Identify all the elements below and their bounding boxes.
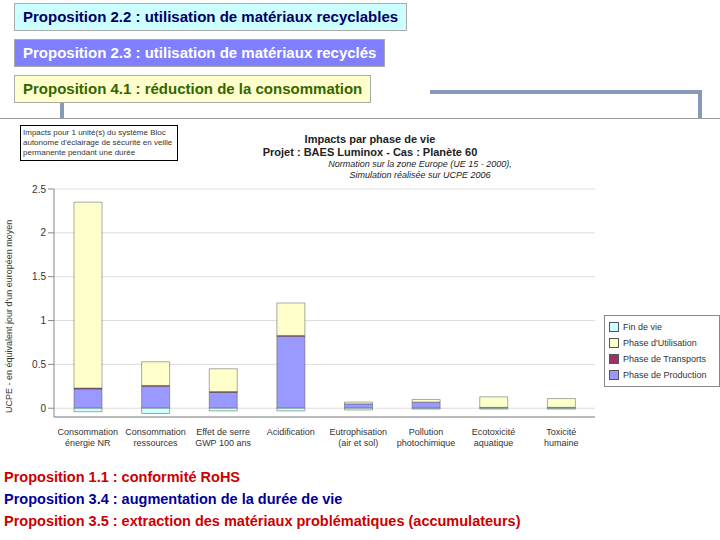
svg-text:1.5: 1.5 <box>32 271 46 282</box>
html-text:Proposition 3.4 : augmentation: Proposition 3.4 : augmentation de la dur… <box>4 491 343 507</box>
svg-text:1: 1 <box>40 315 46 326</box>
html-text:Proposition 2.3 : utilisation: Proposition 2.3 : utilisation de matéria… <box>23 44 377 61</box>
svg-text:0.5: 0.5 <box>32 359 46 370</box>
svg-text:0: 0 <box>40 403 46 414</box>
svg-text:Toxicitéhumaine: Toxicitéhumaine <box>544 427 579 448</box>
svg-text:Consommationénergie NR: Consommationénergie NR <box>58 427 119 448</box>
svg-text:Effet de serreGWP 100 ans: Effet de serreGWP 100 ans <box>195 427 251 448</box>
html-text:Phase de Transports: Phase de Transports <box>623 354 707 364</box>
html-text:Impacts pour 1 unité(s) du sys: Impacts pour 1 unité(s) du système Bloc … <box>23 128 173 157</box>
svg-text:Eutrophisation(air et sol): Eutrophisation(air et sol) <box>330 427 388 448</box>
html-text:Fin de vie: Fin de vie <box>623 322 662 332</box>
html-text:Impacts par phase de vie: Impacts par phase de vie <box>304 133 436 145</box>
svg-text:Consommationressources: Consommationressources <box>125 427 186 448</box>
svg-text:Acidification: Acidification <box>267 427 315 437</box>
html-text:Normation sur la zone Europe (: Normation sur la zone Europe (UE 15 - 20… <box>328 159 512 180</box>
html-text:Phase de Production: Phase de Production <box>623 370 707 380</box>
svg-text:Ecotoxicitéaquatique: Ecotoxicitéaquatique <box>472 427 516 448</box>
html-text:Proposition 4.1 : réduction de: Proposition 4.1 : réduction de la consom… <box>23 80 363 97</box>
html-text:Projet : BAES Luminox - Cas :: Projet : BAES Luminox - Cas : Planète 60 <box>262 146 478 158</box>
svg-text:2: 2 <box>40 227 46 238</box>
svg-text:UCPE - en équivalent jour d'un: UCPE - en équivalent jour d'un européen … <box>8 220 14 413</box>
html-text:Proposition 2.2 : utilisation: Proposition 2.2 : utilisation de matéria… <box>23 8 399 25</box>
svg-text:Pollutionphotochimique: Pollutionphotochimique <box>397 427 456 448</box>
html-text:Phase d'Utilisation: Phase d'Utilisation <box>623 338 697 348</box>
svg-text:2.5: 2.5 <box>32 184 46 195</box>
html-text:Proposition 3.5 : extraction d: Proposition 3.5 : extraction des matéria… <box>4 513 521 529</box>
html-text:Proposition 1.1 : conformité R: Proposition 1.1 : conformité RoHS <box>4 469 240 485</box>
